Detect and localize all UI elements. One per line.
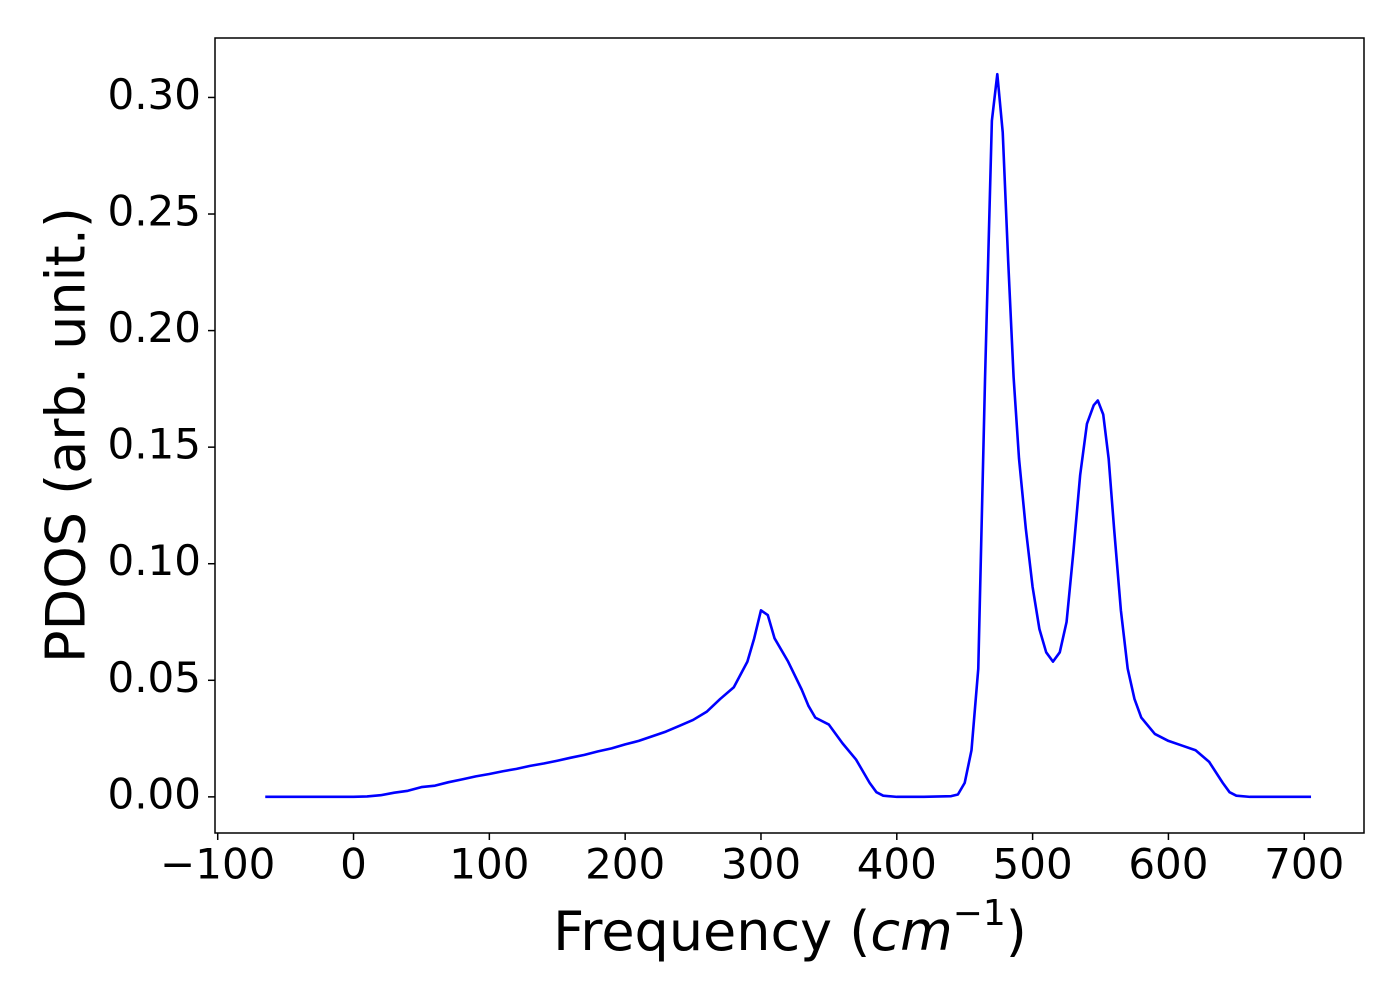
x-tick-label: 200 — [585, 840, 665, 889]
x-tick-label: 400 — [857, 840, 937, 889]
y-tick-label: 0.20 — [107, 303, 201, 352]
x-tick-label: 700 — [1264, 840, 1344, 889]
x-tick-label: 500 — [993, 840, 1073, 889]
y-tick-label: 0.00 — [107, 769, 201, 818]
y-tick-label: 0.25 — [107, 187, 201, 236]
plot-frame — [214, 37, 1365, 834]
y-axis-label: PDOS (arb. unit.) — [35, 207, 98, 663]
data-line — [265, 72, 1312, 799]
x-tick-label: 300 — [721, 840, 801, 889]
x-tick-label: −100 — [160, 840, 275, 889]
x-tick-label: 600 — [1128, 840, 1208, 889]
y-tick-label: 0.15 — [107, 420, 201, 469]
x-axis-label: Frequency (cm−1) — [553, 893, 1027, 963]
y-tick-label: 0.10 — [107, 536, 201, 585]
x-tick-label: 100 — [449, 840, 529, 889]
y-tick-label: 0.05 — [107, 653, 201, 702]
x-tick-label: 0 — [340, 840, 367, 889]
y-tick-label: 0.30 — [107, 70, 201, 119]
